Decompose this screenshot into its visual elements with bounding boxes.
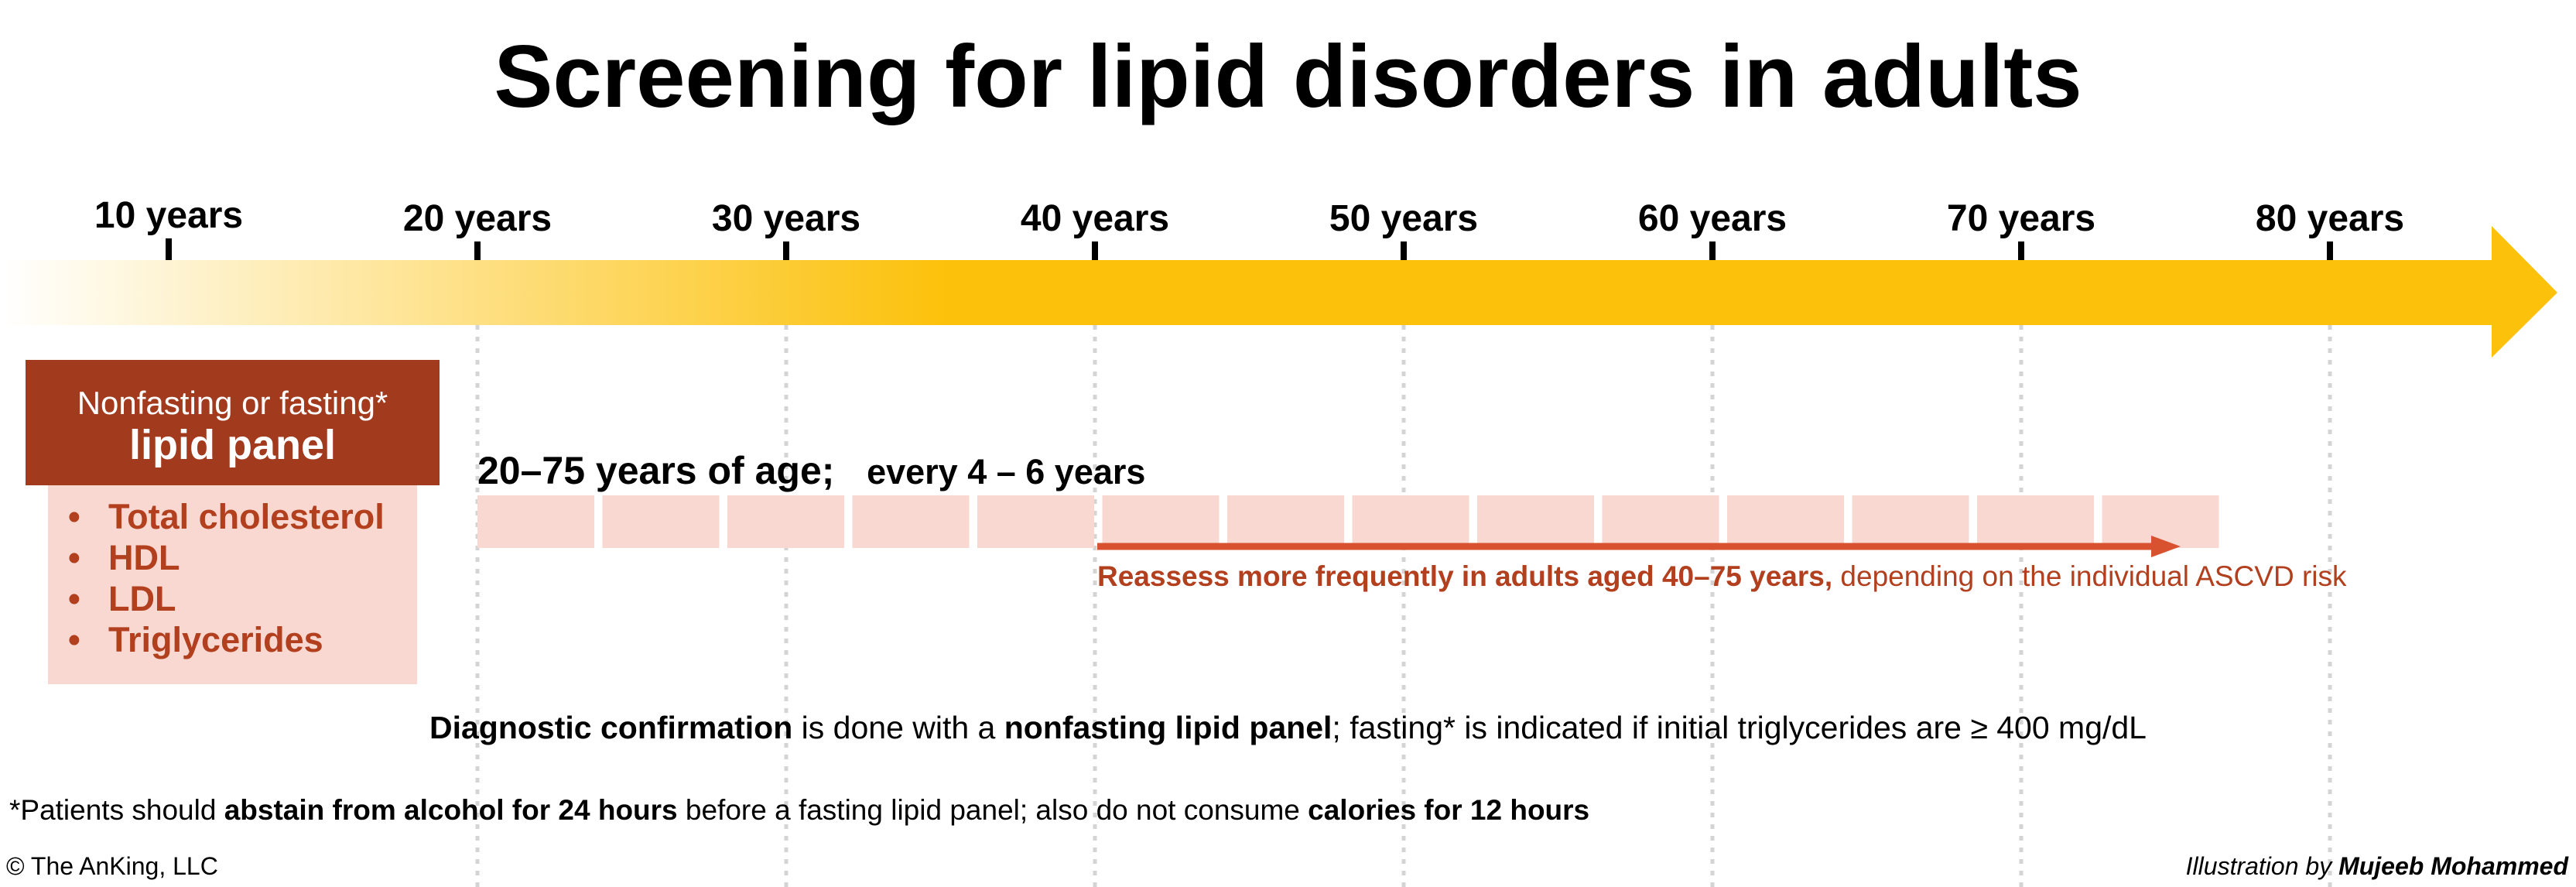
screening-frequency: every 4 – 6 years — [867, 452, 1146, 491]
age-label-50: 50 years — [1329, 198, 1479, 239]
reassess-note-text: depending on the individual ASCVD risk — [1832, 560, 2347, 592]
lipid-panel-subtitle: Nonfasting or fasting* — [77, 385, 388, 421]
age-label-30: 30 years — [711, 198, 861, 239]
lipid-panel-item: Triglycerides — [48, 619, 417, 660]
age-label-60: 60 years — [1637, 198, 1787, 239]
screening-interval-block — [1477, 495, 1594, 548]
screening-interval-block — [727, 495, 844, 548]
screening-range-label: 20–75 years of age; every 4 – 6 years — [477, 447, 1145, 495]
age-label-40: 40 years — [1020, 198, 1170, 239]
reassess-note-bold: Reassess more frequently in adults aged … — [1097, 560, 1833, 592]
lipid-panel-title: lipid panel — [128, 422, 337, 468]
screening-interval-block — [977, 495, 1094, 548]
screening-interval-block — [1227, 495, 1344, 548]
lipid-panel-header: Nonfasting or fasting* lipid panel — [26, 360, 440, 485]
age-label-70: 70 years — [1946, 198, 2096, 239]
screening-interval-block — [1977, 495, 2094, 548]
age-label-10: 10 years — [94, 195, 244, 236]
diagnostic-note: Diagnostic confirmation is done with a n… — [0, 707, 2576, 748]
timeline-arrow — [8, 226, 2557, 358]
lipid-panel-item: Total cholesterol — [48, 496, 417, 537]
screening-interval-block — [1727, 495, 1844, 548]
copyright: © The AnKing, LLC — [6, 852, 218, 880]
screening-interval-block — [1602, 495, 1719, 548]
lipid-panel-list: Total cholesterol HDL LDL Triglycerides — [48, 485, 417, 684]
screening-interval-block — [1102, 495, 1220, 548]
reassess-note: Reassess more frequently in adults aged … — [1097, 559, 2347, 594]
screening-interval-block — [1352, 495, 1469, 548]
credit-prefix: Illustration by — [2185, 852, 2339, 880]
screening-interval-block — [477, 495, 594, 548]
page-title: Screening for lipid disorders in adults — [494, 28, 2082, 126]
lipid-panel-item: HDL — [48, 537, 417, 578]
screening-interval-block — [852, 495, 970, 548]
age-label-80: 80 years — [2255, 198, 2405, 239]
fasting-footnote: *Patients should abstain from alcohol fo… — [9, 792, 1589, 829]
footnote-text-1: *Patients should — [9, 794, 224, 826]
reassess-arrow — [1097, 536, 2181, 557]
footnote-bold-1: abstain from alcohol for 24 hours — [224, 794, 678, 826]
footnote-bold-2: calories for 12 hours — [1308, 794, 1590, 826]
screening-interval-blocks — [477, 495, 2219, 548]
diagnostic-note-bold-1: Diagnostic confirmation — [429, 710, 793, 745]
timeline-ticks — [166, 238, 2333, 260]
diagnostic-note-text-1: is done with a — [792, 710, 1004, 745]
screening-interval-block — [602, 495, 720, 548]
screening-age-range: 20–75 years of age; — [477, 449, 835, 492]
screening-interval-block — [1852, 495, 1969, 548]
diagnostic-note-text-2: ; fasting* is indicated if initial trigl… — [1332, 710, 2147, 745]
timeline-guides — [475, 325, 2332, 887]
footnote-text-2: before a fasting lipid panel; also do no… — [677, 794, 1309, 826]
diagnostic-note-bold-2: nonfasting lipid panel — [1004, 710, 1332, 745]
age-label-20: 20 years — [402, 198, 552, 239]
illustration-credit: Illustration by Mujeeb Mohammed — [2186, 849, 2568, 883]
lipid-panel-item: LDL — [48, 578, 417, 619]
credit-name: Mujeeb Mohammed — [2338, 852, 2568, 880]
